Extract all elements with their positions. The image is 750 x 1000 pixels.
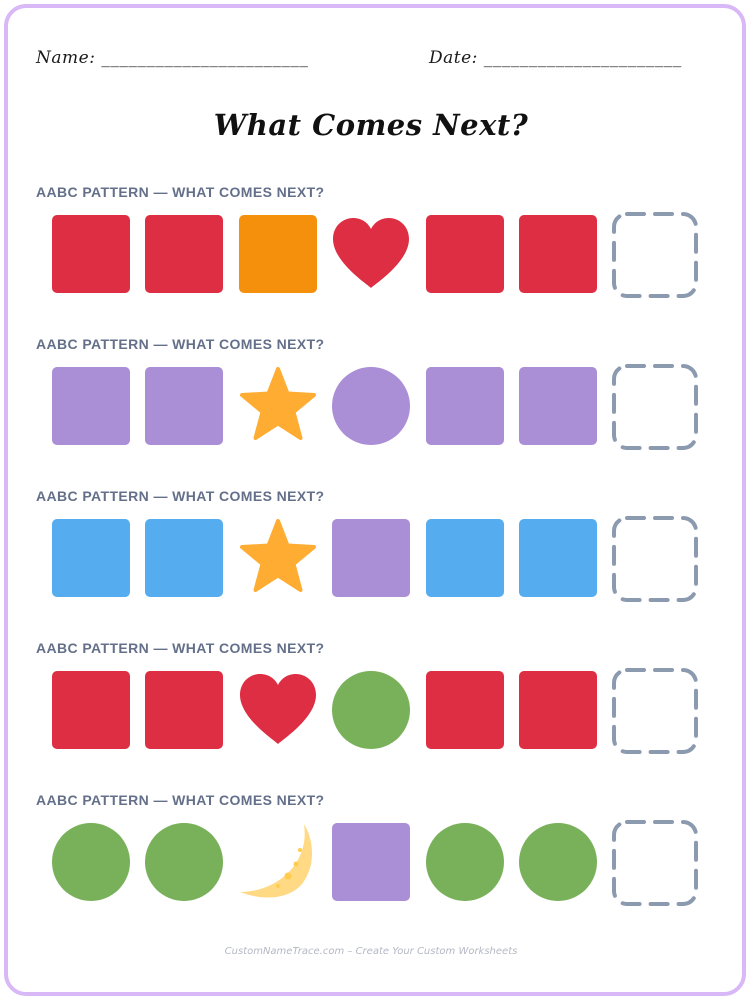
footer-text: CustomNameTrace.com – Create Your Custom…: [224, 946, 518, 957]
circle-shape: [518, 822, 598, 902]
answer-box[interactable]: [611, 363, 699, 451]
pattern-row: [0, 819, 750, 914]
pattern-label: AABC PATTERN — WHAT COMES NEXT?: [36, 184, 325, 200]
pattern-row: [0, 211, 750, 306]
square-shape: [425, 518, 505, 598]
square-shape: [425, 670, 505, 750]
heart-shape: [331, 214, 411, 294]
square-shape: [144, 214, 224, 294]
square-shape: [425, 366, 505, 446]
answer-box[interactable]: [611, 819, 699, 907]
square-shape: [144, 518, 224, 598]
pattern-label: AABC PATTERN — WHAT COMES NEXT?: [36, 336, 325, 352]
circle-shape: [331, 670, 411, 750]
date-field: Date: ______________________: [429, 48, 682, 68]
circle-shape: [425, 822, 505, 902]
circle-shape: [331, 366, 411, 446]
square-shape: [51, 518, 131, 598]
square-shape: [331, 822, 411, 902]
square-shape: [238, 214, 318, 294]
square-shape: [518, 670, 598, 750]
square-shape: [518, 518, 598, 598]
crescent-moon-shape: [238, 822, 318, 902]
square-shape: [331, 518, 411, 598]
answer-box[interactable]: [611, 211, 699, 299]
name-field: Name: _______________________: [36, 48, 309, 68]
pattern-row: [0, 667, 750, 762]
star-shape: [238, 518, 318, 598]
pattern-label: AABC PATTERN — WHAT COMES NEXT?: [36, 640, 325, 656]
square-shape: [144, 670, 224, 750]
heart-shape: [238, 670, 318, 750]
square-shape: [425, 214, 505, 294]
star-shape: [238, 366, 318, 446]
pattern-row: [0, 515, 750, 610]
circle-shape: [144, 822, 224, 902]
pattern-label: AABC PATTERN — WHAT COMES NEXT?: [36, 488, 325, 504]
pattern-label: AABC PATTERN — WHAT COMES NEXT?: [36, 792, 325, 808]
square-shape: [51, 670, 131, 750]
page-title: What Comes Next?: [213, 108, 529, 142]
square-shape: [51, 366, 131, 446]
square-shape: [518, 366, 598, 446]
square-shape: [518, 214, 598, 294]
square-shape: [51, 214, 131, 294]
answer-box[interactable]: [611, 667, 699, 755]
answer-box[interactable]: [611, 515, 699, 603]
square-shape: [144, 366, 224, 446]
pattern-row: [0, 363, 750, 458]
circle-shape: [51, 822, 131, 902]
